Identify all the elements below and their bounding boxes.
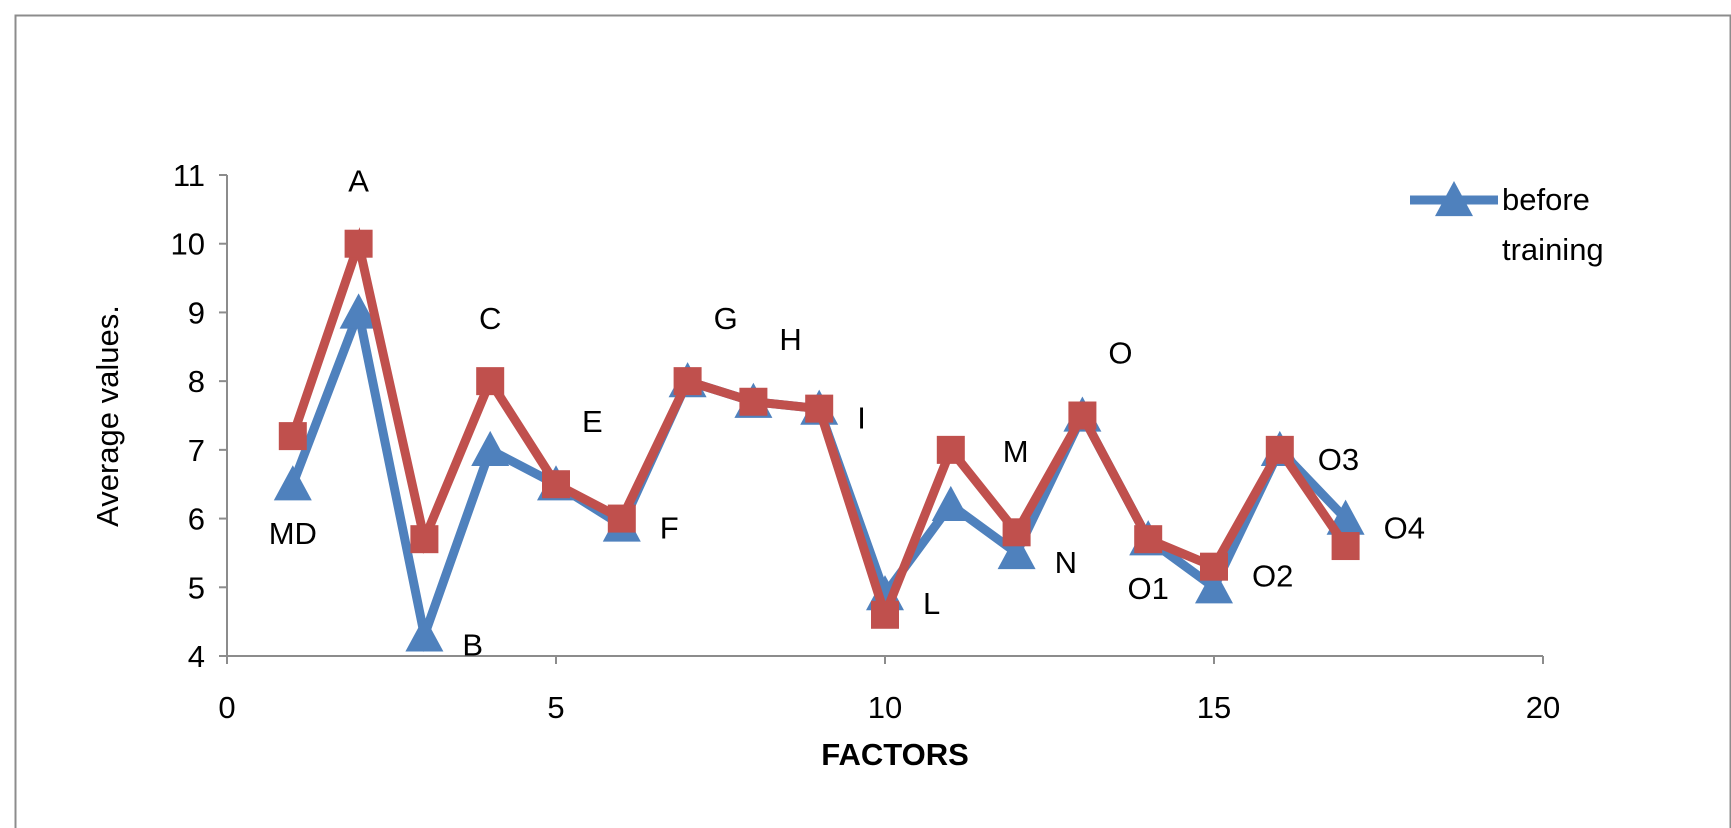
point-label: O3 [1318, 442, 1359, 477]
y-tick-label: 10 [171, 227, 205, 262]
data-point-square [739, 387, 768, 416]
data-point-triangle [339, 293, 378, 329]
data-point-square [607, 504, 636, 533]
point-label: B [462, 627, 483, 662]
data-point-square [542, 470, 570, 499]
data-point-triangle [273, 465, 312, 501]
point-label: O1 [1128, 571, 1169, 606]
data-point-square [476, 367, 505, 396]
point-label: C [479, 301, 501, 336]
data-point-triangle [931, 485, 970, 521]
data-point-square [410, 525, 439, 554]
point-label: G [714, 301, 738, 336]
point-label: E [582, 404, 603, 439]
y-tick-label: 6 [188, 502, 205, 537]
y-axis-label: Average values. [90, 305, 125, 527]
y-tick-label: 11 [173, 158, 205, 193]
x-tick-label: 20 [1526, 690, 1560, 725]
data-point-square [1200, 552, 1228, 581]
point-label: O2 [1252, 559, 1293, 594]
data-point-square [278, 422, 307, 451]
data-point-square [344, 229, 373, 258]
data-point-square [1265, 435, 1294, 464]
series-layer [273, 227, 1365, 653]
x-tick-label: 5 [547, 690, 564, 725]
annotations: MD A B C E F G H I L M N O O1 O2 O3 O4 [269, 164, 1425, 663]
data-point-square [871, 600, 899, 629]
y-tick-label: 8 [188, 364, 205, 399]
point-label: H [779, 322, 801, 357]
point-label: M [1003, 434, 1029, 469]
axes: 4 5 6 7 8 9 10 11 0 5 10 15 20 [171, 158, 1561, 725]
y-tick-label: 4 [188, 639, 205, 674]
data-point-triangle [1195, 568, 1233, 604]
data-point-square [1068, 401, 1097, 430]
legend-label-line: training [1502, 232, 1604, 267]
legend-label: before training [1502, 182, 1604, 267]
y-tick-label: 7 [188, 433, 205, 468]
data-point-triangle [997, 533, 1036, 570]
x-tick-label: 10 [868, 690, 902, 725]
series-2 [278, 227, 1360, 629]
data-point-square [673, 367, 702, 396]
point-label: MD [269, 516, 317, 551]
legend: before training [1410, 181, 1604, 267]
y-tick-label: 9 [188, 295, 205, 330]
data-point-square [936, 435, 965, 464]
x-axis-label: FACTORS [821, 737, 969, 772]
data-point-square [1002, 518, 1031, 547]
point-label: A [348, 164, 369, 199]
data-point-square [1134, 525, 1163, 554]
point-label: F [660, 511, 679, 546]
data-point-square [1331, 532, 1360, 561]
legend-label-line: before [1502, 182, 1590, 217]
point-label: L [923, 586, 940, 621]
legend-swatch-marker [1435, 181, 1473, 217]
point-label: O [1108, 336, 1132, 371]
x-tick-label: 0 [218, 690, 235, 725]
point-label: N [1055, 545, 1077, 580]
data-point-square [805, 394, 834, 423]
data-point-triangle [471, 430, 510, 467]
x-tick-label: 15 [1197, 690, 1231, 725]
point-label: O4 [1384, 511, 1425, 546]
y-tick-label: 5 [188, 570, 205, 605]
data-point-triangle [405, 616, 444, 652]
point-label: I [857, 401, 866, 436]
